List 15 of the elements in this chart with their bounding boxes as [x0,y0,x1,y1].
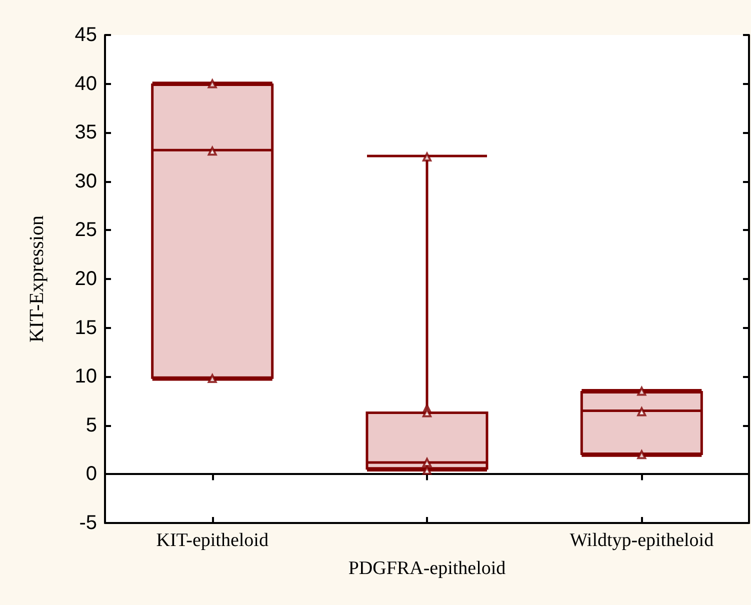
y-tick-label: 10 [74,366,97,388]
y-tick-label: 45 [74,24,97,46]
y-tick-label: 30 [74,170,97,192]
x-tick-label: Wildtyp-epitheloid [570,530,714,551]
y-tick-label: 35 [74,122,97,144]
y-tick-label: 20 [74,268,97,290]
y-tick-label: -5 [79,512,97,534]
y-tick-label: 15 [74,316,97,339]
y-tick-label: 5 [86,414,97,436]
x-tick-label: KIT-epitheloid [156,530,269,551]
y-tick-label: 25 [74,219,97,242]
y-tick-label: 0 [86,463,97,486]
y-axis-title: KIT-Expression [26,215,48,343]
y-tick-label: 40 [74,72,97,95]
x-tick-label: PDGFRA-epitheloid [348,558,506,579]
